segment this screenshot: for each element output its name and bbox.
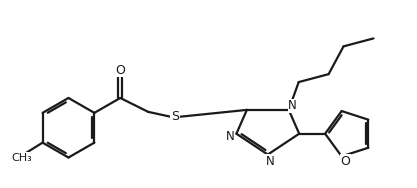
- Text: N: N: [288, 99, 297, 112]
- Text: CH₃: CH₃: [11, 152, 32, 163]
- Text: N: N: [265, 155, 274, 168]
- Text: O: O: [341, 155, 351, 168]
- Text: S: S: [171, 110, 179, 123]
- Text: N: N: [226, 130, 235, 143]
- Text: O: O: [116, 64, 125, 77]
